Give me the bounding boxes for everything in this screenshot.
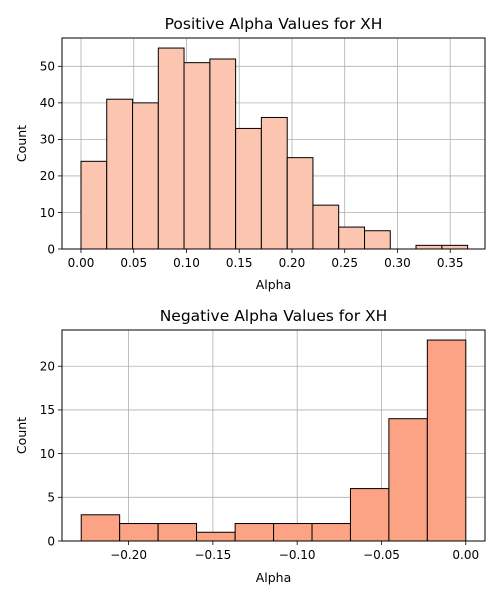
histogram-bar [157, 523, 198, 542]
x-tick-label: −0.10 [279, 548, 316, 562]
chart-title: Negative Alpha Values for XH [160, 307, 388, 325]
y-tick-label: 10 [40, 206, 55, 220]
histogram-bar [132, 102, 159, 250]
x-tick-label: 0.10 [173, 256, 200, 270]
y-tick-label: 30 [40, 133, 55, 147]
histogram-bar [260, 116, 288, 250]
y-tick-label: 50 [40, 60, 55, 74]
y-tick-label: 40 [40, 96, 55, 110]
chart-title: Positive Alpha Values for XH [165, 15, 383, 33]
axis-ticks: −0.20 −0.15 −0.10 −0.05 0.00 0 5 10 15 20 [40, 360, 479, 562]
plot-area-frame [61, 37, 486, 250]
axis-ticks: 0.00 0.05 0.10 0.15 0.20 0.25 0.30 0.35 0 10 20 30 4… [40, 60, 464, 270]
x-tick-label: 0.00 [68, 256, 95, 270]
histogram-bar [235, 127, 262, 250]
histogram-bar [311, 523, 351, 542]
x-tick-label: 0.25 [331, 256, 358, 270]
histogram-bar [209, 58, 237, 250]
histogram-bar [349, 488, 390, 542]
histogram-bar [426, 339, 467, 542]
histogram-bar [196, 531, 236, 542]
x-tick-label: 0.05 [120, 256, 147, 270]
x-axis-label: Alpha [256, 570, 292, 585]
y-axis-label: Count [14, 417, 29, 454]
x-tick-label: 0.15 [226, 256, 253, 270]
histogram-bar [157, 47, 185, 250]
y-tick-label: 0 [47, 534, 55, 548]
y-axis-label: Count [14, 125, 29, 162]
histogram-bar [338, 226, 366, 250]
histogram-bar [183, 62, 211, 250]
histogram-bar [286, 157, 314, 250]
y-tick-label: 15 [40, 403, 55, 417]
x-tick-label: 0.30 [384, 256, 411, 270]
histogram-bar [273, 523, 313, 542]
histogram-bar [415, 244, 443, 250]
positive-alpha-chart: Positive Alpha Values for XH 0.00 0.05 0.1… [14, 15, 486, 292]
histogram-bar [119, 523, 159, 542]
y-tick-label: 20 [40, 360, 55, 374]
histogram-bar [388, 418, 428, 542]
x-tick-label: 0.00 [452, 548, 479, 562]
histogram-bar [364, 230, 391, 250]
histogram-bar [441, 244, 469, 250]
x-tick-label: 0.35 [437, 256, 464, 270]
histogram-bars [80, 339, 467, 542]
histogram-bar [80, 514, 121, 542]
x-tick-label: −0.20 [110, 548, 147, 562]
histogram-bar [234, 523, 275, 542]
y-tick-label: 10 [40, 447, 55, 461]
x-tick-label: −0.05 [363, 548, 400, 562]
histogram-bar [80, 160, 108, 250]
histogram-bar [106, 98, 134, 250]
plot-area-frame [61, 329, 486, 542]
negative-alpha-chart: Negative Alpha Values for XH −0.20 −0.15−… [14, 307, 486, 585]
x-axis-label: Alpha [256, 277, 292, 292]
histogram-bar [312, 204, 340, 250]
x-tick-label: 0.20 [279, 256, 306, 270]
y-tick-label: 20 [40, 169, 55, 183]
x-tick-label: −0.15 [195, 548, 232, 562]
y-tick-label: 0 [47, 242, 55, 256]
y-tick-label: 5 [47, 491, 55, 505]
